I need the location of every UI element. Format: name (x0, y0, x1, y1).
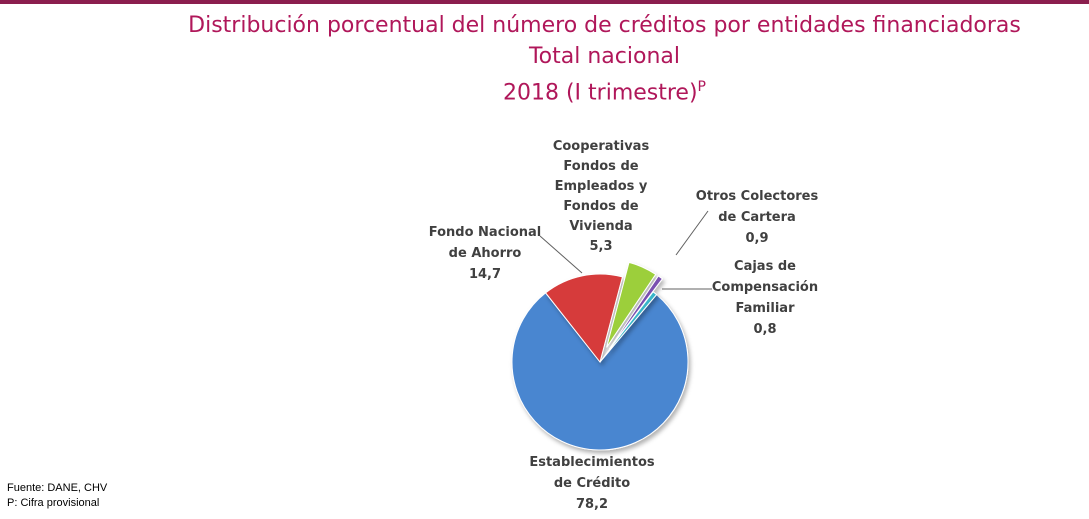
top-accent-bar (0, 0, 1089, 4)
pie-slice-otros-colectores-de-cartera (608, 275, 664, 350)
slice-label-line: Fondos de (563, 199, 638, 214)
title-provisional-mark: P (697, 79, 706, 95)
pie-slice-fondo-nacional-de-ahorro (544, 273, 624, 364)
slice-label-line: Familiar (736, 301, 796, 316)
slice-label-line: Fondos de (563, 159, 638, 174)
leader-line-fondo-nacional-de-ahorro (539, 235, 583, 274)
leader-lines (539, 210, 712, 290)
slice-value: 5,3 (589, 239, 612, 254)
slice-label-cajas-de-compensacion-familiar: Cajas de Compensación Familiar 0,8 (712, 259, 818, 337)
pie-slices (511, 261, 689, 451)
slice-label-otros-colectores-de-cartera: Otros Colectores de Cartera 0,9 (696, 189, 819, 246)
slice-label-line: Empleados y (555, 179, 648, 194)
leader-line-otros-colectores-de-cartera (675, 210, 709, 256)
provisional-note: P: Cifra provisional (7, 497, 100, 509)
slice-label-line: de Crédito (554, 476, 630, 491)
slice-value: 0,8 (753, 322, 776, 337)
slice-label-line: Cooperativas (553, 139, 650, 154)
title-line-1: Distribución porcentual del número de cr… (188, 13, 1021, 38)
slice-labels: Establecimientos de Crédito 78,2 Fondo Naci… (429, 139, 819, 512)
slice-label-cooperativas-fondos-de-empleados-y-fondos-de-vivienda: Cooperativas Fondos de Empleados y Fondos d… (553, 139, 650, 254)
slice-label-fondo-nacional-de-ahorro: Fondo Nacional de Ahorro 14,7 (429, 225, 542, 282)
slice-label-establecimientos-de-credito: Establecimientos de Crédito 78,2 (529, 455, 655, 512)
footer-notes: Fuente: DANE, CHV P: Cifra provisional (7, 481, 107, 511)
slice-label-line: Establecimientos (529, 455, 655, 470)
slice-label-line: Cajas de (734, 259, 796, 274)
slice-label-line: de Cartera (718, 210, 796, 225)
title-line-2: Total nacional (528, 44, 680, 69)
slice-value: 0,9 (745, 231, 768, 246)
chart-title: Distribución porcentual del número de cr… (60, 10, 1089, 108)
slice-label-line: Compensación (712, 280, 818, 295)
slice-label-line: Fondo Nacional (429, 225, 542, 240)
slice-value: 14,7 (469, 267, 501, 282)
pie-slice-cooperativas-fondos-de-empleados-y-fondos-de-vivienda (606, 261, 657, 348)
title-line-3-text: 2018 (I trimestre) (502, 80, 698, 106)
pie-slice-cajas-de-compensacion-familiar (599, 291, 658, 363)
title-line-3: 2018 (I trimestre)P (60, 72, 1089, 108)
source-note: Fuente: DANE, CHV (7, 482, 108, 494)
slice-label-line: de Ahorro (449, 246, 522, 261)
slice-value: 78,2 (576, 497, 608, 512)
slice-label-line: Otros Colectores (696, 189, 819, 204)
pie-slice-establecimientos-de-credito (511, 292, 689, 451)
slice-label-line: Vivienda (569, 219, 632, 234)
